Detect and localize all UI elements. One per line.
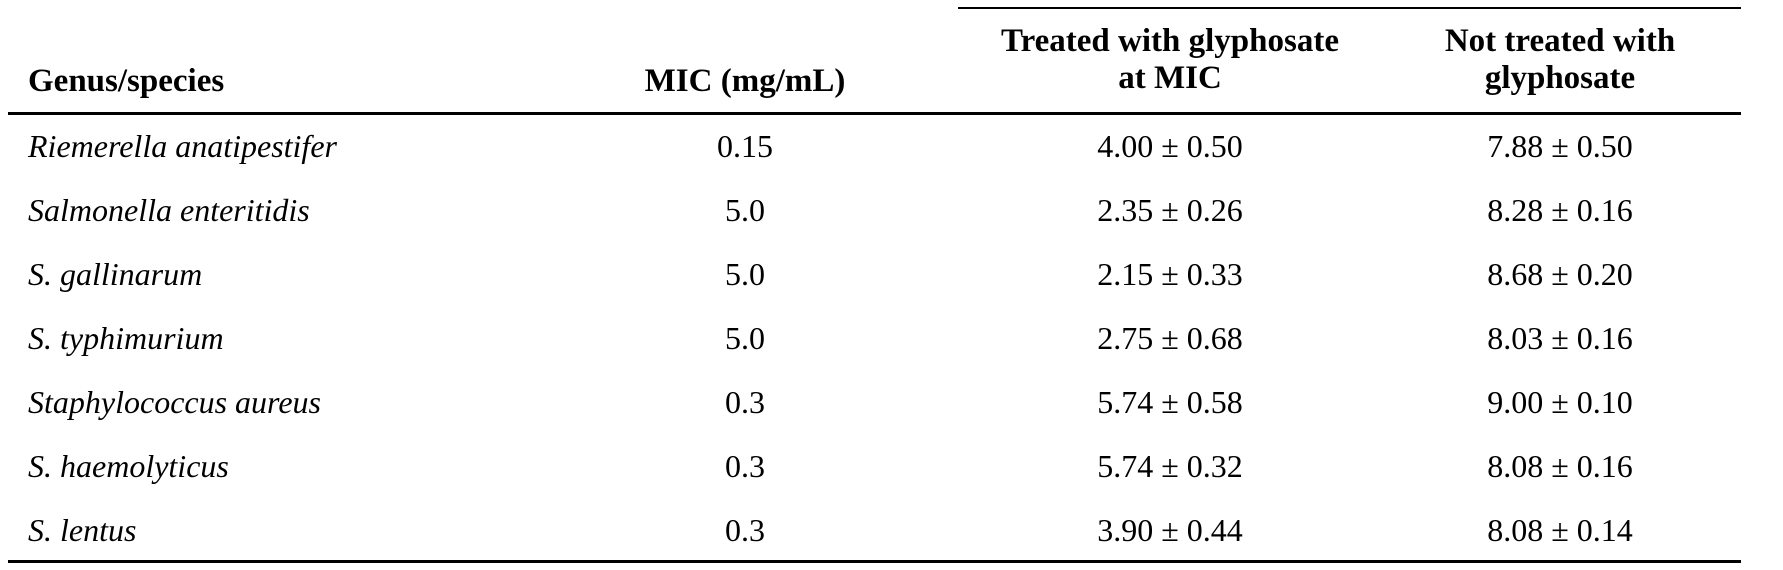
treated-cell: 5.74 ± 0.32: [1097, 448, 1243, 484]
header-mic: MIC (mg/mL): [644, 63, 846, 99]
table-row: Riemerella anatipestifer 0.15 4.00 ± 0.5…: [0, 114, 1783, 178]
not-treated-cell: 8.68 ± 0.20: [1487, 256, 1633, 292]
mic-cell: 5.0: [725, 192, 765, 228]
mic-cell: 5.0: [725, 256, 765, 292]
bottom-rule: [8, 560, 1741, 563]
header-rule: [8, 112, 1741, 115]
table-row: S. gallinarum 5.0 2.15 ± 0.33 8.68 ± 0.2…: [0, 242, 1783, 306]
mic-cell: 0.15: [717, 128, 773, 164]
not-treated-cell: 8.28 ± 0.16: [1487, 192, 1633, 228]
treated-cell: 4.00 ± 0.50: [1097, 128, 1243, 164]
table-row: Salmonella enteritidis 5.0 2.35 ± 0.26 8…: [0, 178, 1783, 242]
species-cell: S. lentus: [28, 512, 137, 548]
header-treated: Treated with glyphosate at MIC: [970, 23, 1370, 97]
treated-cell: 2.35 ± 0.26: [1097, 192, 1243, 228]
table-row: Staphylococcus aureus 0.3 5.74 ± 0.58 9.…: [0, 370, 1783, 434]
header-not-treated: Not treated with glyphosate: [1400, 23, 1720, 97]
mic-cell: 0.3: [725, 448, 765, 484]
header-treated-line2: at MIC: [1118, 60, 1222, 96]
top-rule: [958, 7, 1741, 9]
not-treated-cell: 8.08 ± 0.14: [1487, 512, 1633, 548]
mic-cell: 0.3: [725, 512, 765, 548]
not-treated-cell: 7.88 ± 0.50: [1487, 128, 1633, 164]
species-cell: Salmonella enteritidis: [28, 192, 310, 228]
species-cell: S. gallinarum: [28, 256, 203, 292]
header-species: Genus/species: [28, 63, 225, 99]
header-treated-line1: Treated with glyphosate: [1001, 23, 1339, 59]
species-cell: S. typhimurium: [28, 320, 224, 356]
treated-cell: 3.90 ± 0.44: [1097, 512, 1243, 548]
not-treated-cell: 8.03 ± 0.16: [1487, 320, 1633, 356]
not-treated-cell: 8.08 ± 0.16: [1487, 448, 1633, 484]
species-cell: Staphylococcus aureus: [28, 384, 321, 420]
header-not-treated-line1: Not treated with: [1444, 23, 1676, 59]
species-cell: S. haemolyticus: [28, 448, 229, 484]
treated-cell: 2.75 ± 0.68: [1097, 320, 1243, 356]
mic-cell: 5.0: [725, 320, 765, 356]
mic-cell: 0.3: [725, 384, 765, 420]
table-row: S. lentus 0.3 3.90 ± 0.44 8.08 ± 0.14: [0, 498, 1783, 562]
table-row: S. typhimurium 5.0 2.75 ± 0.68 8.03 ± 0.…: [0, 306, 1783, 370]
treated-cell: 5.74 ± 0.58: [1097, 384, 1243, 420]
table-row: S. haemolyticus 0.3 5.74 ± 0.32 8.08 ± 0…: [0, 434, 1783, 498]
treated-cell: 2.15 ± 0.33: [1097, 256, 1243, 292]
header-not-treated-line2: glyphosate: [1484, 60, 1636, 96]
species-cell: Riemerella anatipestifer: [28, 128, 337, 164]
not-treated-cell: 9.00 ± 0.10: [1487, 384, 1633, 420]
